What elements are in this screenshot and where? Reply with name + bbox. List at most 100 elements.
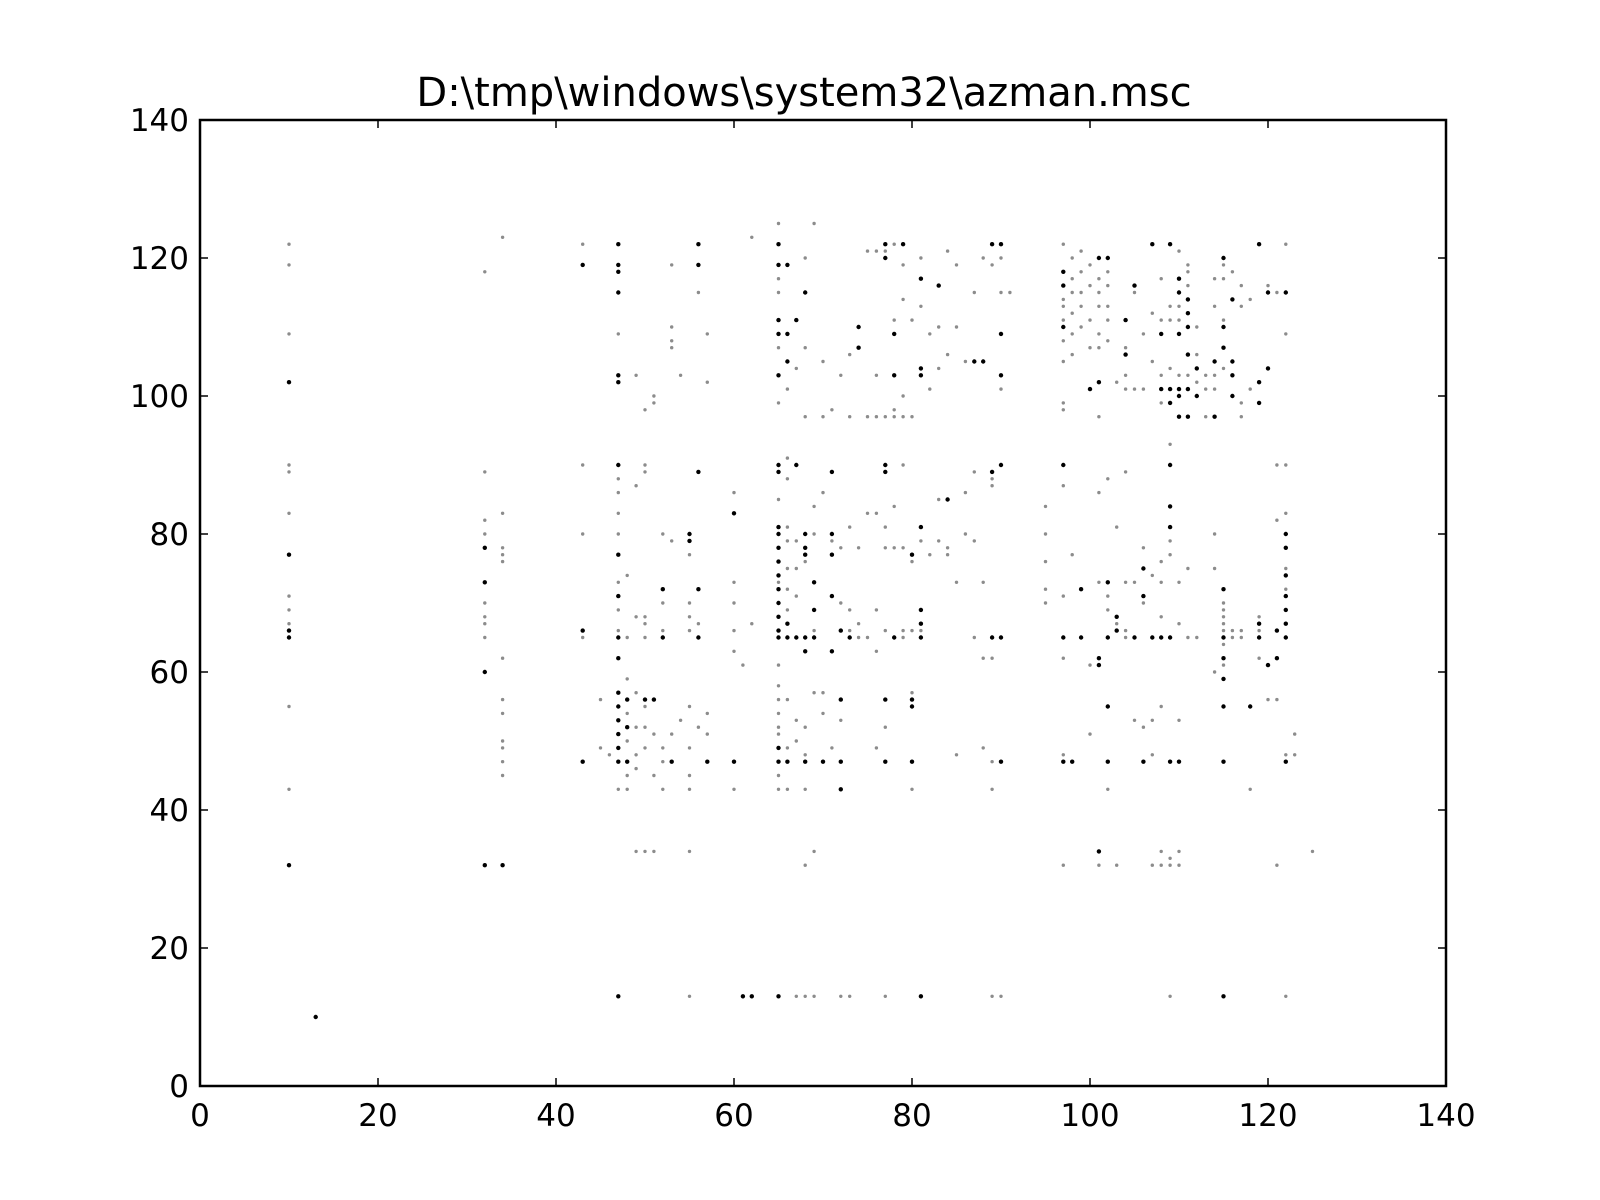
data-point	[1284, 566, 1288, 571]
data-point	[776, 663, 781, 667]
data-point	[945, 352, 950, 357]
data-point	[910, 691, 914, 695]
data-point	[910, 415, 914, 419]
data-point	[963, 532, 968, 536]
data-point	[981, 746, 985, 750]
data-point	[1106, 339, 1110, 343]
data-point	[954, 580, 959, 584]
data-point	[616, 593, 621, 599]
data-point	[909, 697, 915, 702]
data-point	[785, 387, 790, 391]
data-point	[1123, 580, 1128, 584]
data-point	[918, 994, 924, 999]
data-point	[1221, 255, 1226, 261]
data-point	[287, 608, 291, 612]
data-point	[990, 787, 994, 791]
data-point	[286, 628, 292, 633]
data-point	[776, 635, 781, 640]
data-point	[785, 566, 790, 571]
data-point	[803, 559, 807, 564]
data-point	[616, 490, 620, 495]
data-point	[999, 290, 1003, 295]
data-point	[998, 373, 1004, 378]
data-point	[892, 242, 896, 246]
data-point	[1230, 635, 1235, 640]
data-point	[625, 739, 629, 743]
data-point	[1177, 718, 1181, 722]
data-point	[883, 415, 887, 419]
data-point	[1150, 242, 1155, 247]
data-point	[785, 262, 790, 268]
data-point	[803, 725, 807, 729]
data-point	[1061, 242, 1066, 246]
data-point	[928, 553, 932, 557]
data-point	[954, 325, 959, 329]
data-point	[287, 463, 291, 467]
data-point	[1159, 331, 1164, 337]
data-point	[642, 697, 648, 702]
data-point	[687, 601, 692, 605]
data-point	[687, 538, 692, 544]
data-point	[687, 746, 692, 750]
data-point	[483, 622, 487, 626]
data-point	[821, 359, 825, 364]
data-point	[803, 994, 807, 998]
data-point	[1221, 656, 1226, 661]
data-point	[776, 614, 781, 619]
data-point	[1185, 311, 1191, 316]
data-point	[1221, 601, 1226, 605]
x-tick-label: 60	[714, 1098, 753, 1134]
data-point	[1115, 863, 1119, 867]
data-point	[1106, 594, 1110, 598]
data-point	[670, 263, 674, 267]
data-point	[1070, 290, 1074, 295]
data-point	[1043, 532, 1048, 536]
data-point	[634, 484, 638, 488]
data-point	[1177, 373, 1181, 377]
data-point	[937, 539, 941, 543]
x-tick-label: 0	[190, 1098, 210, 1134]
data-point	[660, 587, 665, 592]
data-point	[731, 759, 737, 764]
data-point	[1079, 249, 1083, 253]
data-point	[776, 994, 781, 999]
data-point	[616, 332, 620, 336]
data-point	[483, 532, 487, 536]
data-point	[848, 608, 852, 612]
data-point	[1212, 414, 1217, 419]
x-tick-label: 40	[536, 1098, 575, 1134]
data-point	[741, 663, 745, 667]
data-point	[1221, 994, 1226, 999]
data-point	[696, 725, 701, 729]
data-point	[1097, 290, 1101, 295]
data-point	[1150, 635, 1155, 640]
data-point	[1221, 663, 1226, 667]
data-point	[1097, 332, 1101, 336]
data-point	[1239, 415, 1244, 419]
data-point	[848, 525, 852, 529]
data-point	[1212, 670, 1217, 674]
data-point	[981, 359, 986, 364]
x-tick-label: 80	[892, 1098, 931, 1134]
data-point	[1150, 573, 1155, 578]
data-point	[838, 628, 843, 633]
x-tick-label: 100	[1060, 1098, 1119, 1134]
data-point	[1265, 290, 1271, 295]
data-point	[1115, 380, 1119, 384]
data-point	[1221, 277, 1226, 281]
data-point	[776, 242, 781, 247]
data-point	[287, 242, 291, 246]
data-point	[919, 628, 923, 633]
data-point	[616, 580, 620, 584]
data-point	[1284, 332, 1288, 336]
data-point	[1195, 635, 1199, 640]
data-point	[625, 725, 630, 730]
data-point	[661, 787, 665, 791]
data-point	[1283, 531, 1289, 537]
data-point	[1212, 277, 1217, 281]
data-point	[500, 746, 505, 750]
data-point	[803, 863, 807, 867]
data-point	[643, 746, 647, 750]
data-point	[1275, 463, 1279, 467]
data-point	[669, 759, 674, 764]
